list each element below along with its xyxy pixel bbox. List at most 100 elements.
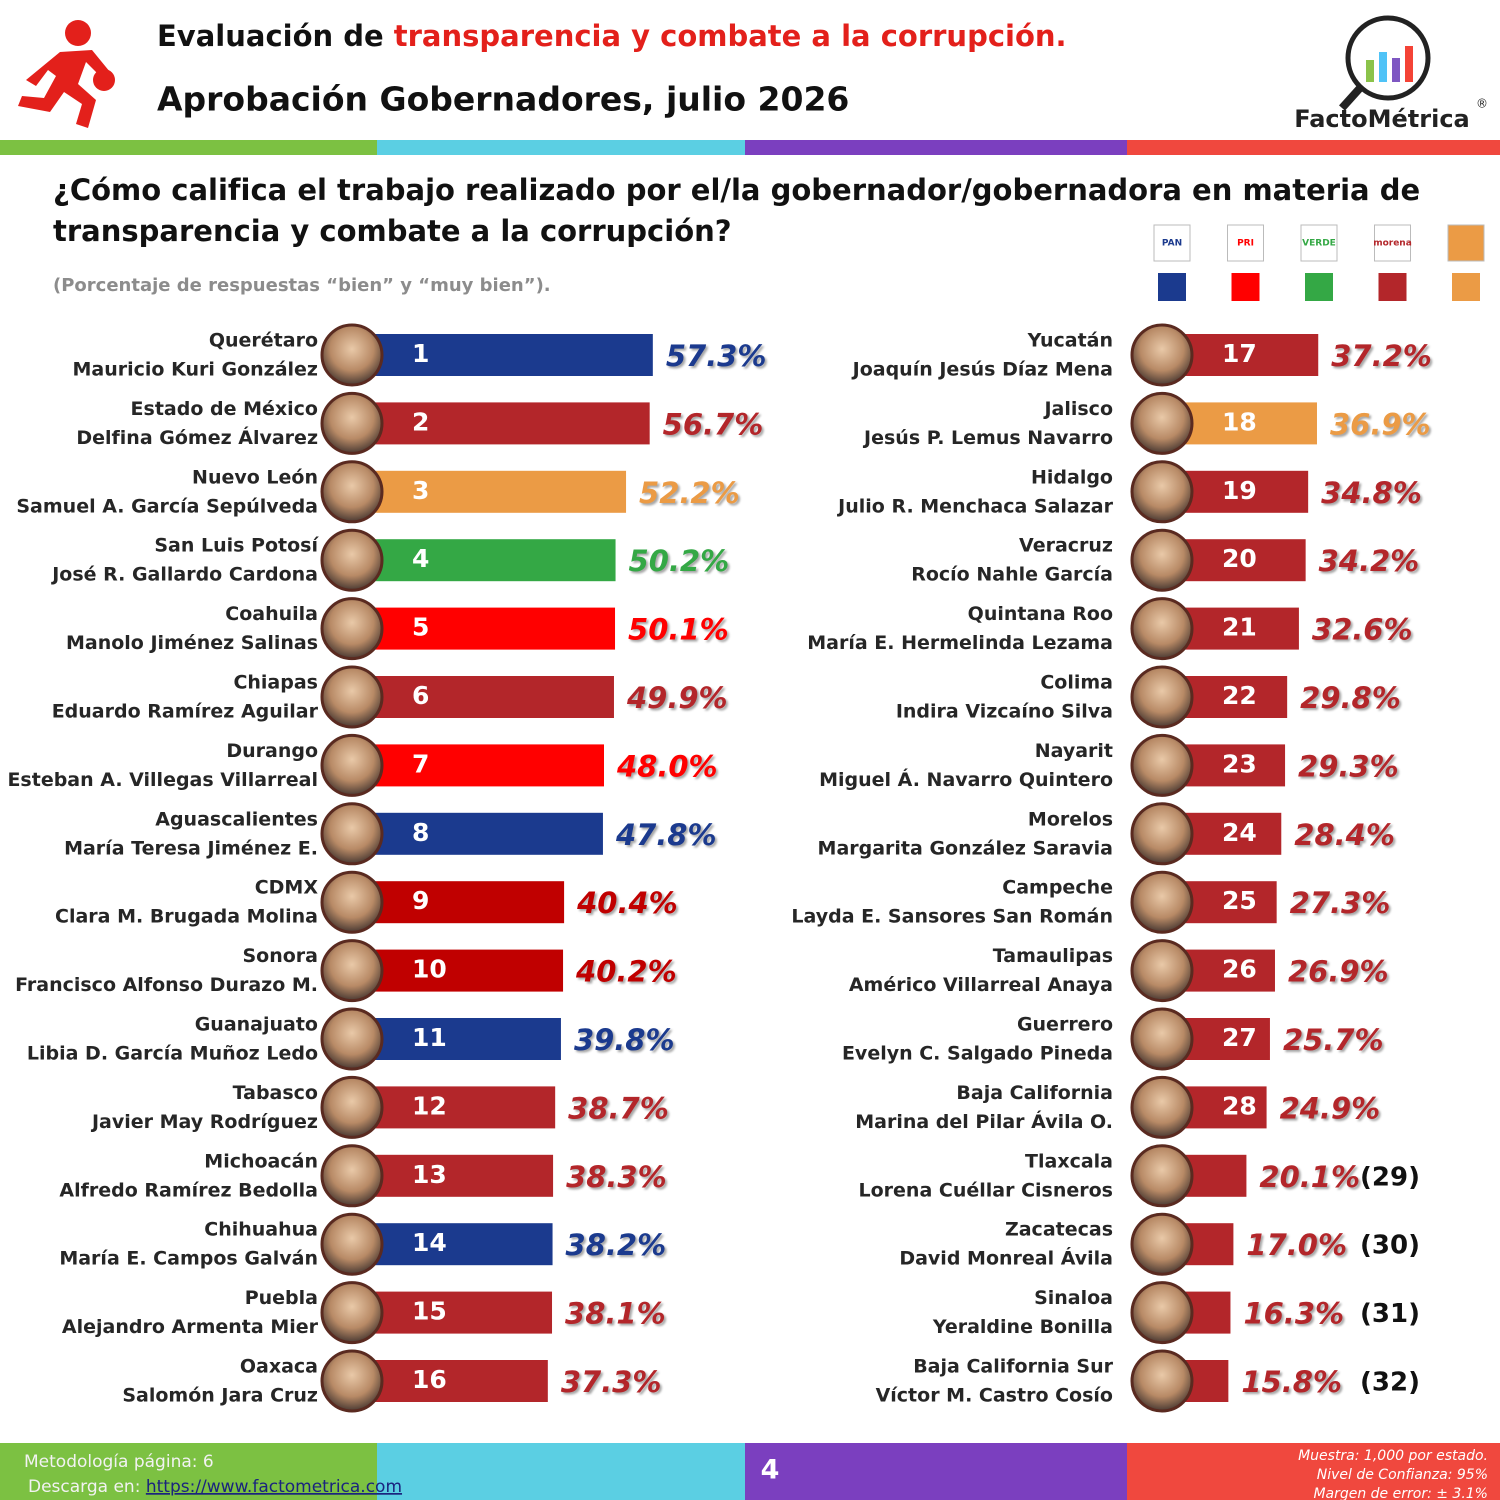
photo (320, 1075, 384, 1139)
rank-label: 1 (412, 339, 429, 368)
photo (1130, 1349, 1194, 1413)
bar (352, 1154, 554, 1197)
photo (320, 460, 384, 524)
governor-label: María Teresa Jiménez E. (64, 837, 318, 859)
rank-label: 25 (1222, 886, 1257, 915)
photo (320, 1007, 384, 1071)
governor-label: María E. Campos Galván (59, 1248, 318, 1270)
state-label: CDMX (255, 877, 319, 899)
governor-label: Evelyn C. Salgado Pineda (842, 1043, 1113, 1065)
rank-label: 10 (412, 955, 447, 984)
value-label: 50.2% (629, 544, 730, 578)
methodology: Metodología página: 6 (24, 1452, 214, 1472)
rank-label: 8 (412, 818, 429, 847)
legend-swatch (1378, 273, 1407, 301)
governor-label: Julio R. Menchaca Salazar (836, 495, 1113, 517)
rank-label: (31) (1360, 1299, 1420, 1329)
governor-label: Francisco Alfonso Durazo M. (15, 974, 318, 996)
state-label: Tamaulipas (993, 945, 1113, 967)
state-label: Puebla (245, 1287, 318, 1309)
rank-label: 27 (1222, 1023, 1257, 1052)
question-line: ¿Cómo califica el trabajo realizado por … (53, 173, 1420, 207)
photo (320, 1144, 384, 1208)
governor-label: Mauricio Kuri González (72, 359, 318, 381)
value-label: 57.3% (666, 339, 767, 373)
value-label: 32.6% (1312, 613, 1413, 647)
photo (1130, 1144, 1194, 1208)
strip (745, 140, 1127, 155)
download-link[interactable]: https://www.factometrica.com (146, 1477, 402, 1497)
state-label: Michoacán (204, 1150, 318, 1172)
title-highlight: transparencia y combate a la corrupción. (394, 19, 1067, 53)
rank-label: 7 (412, 749, 429, 778)
photo (320, 802, 384, 866)
photo (320, 1349, 384, 1413)
legend-logo (1447, 224, 1485, 262)
strip (1127, 140, 1500, 155)
governor-label: Rocío Nahle García (911, 564, 1113, 586)
state-label: Baja California (956, 1082, 1113, 1104)
legend-label: VERDE (1302, 239, 1336, 249)
value-label: 25.7% (1283, 1023, 1384, 1057)
governor-label: Esteban A. Villegas Villarreal (7, 769, 318, 791)
photo (1130, 1075, 1194, 1139)
governor-label: Javier May Rodríguez (90, 1111, 318, 1133)
state-label: Sonora (242, 945, 318, 967)
confidence: Nivel de Confianza: 95% (1317, 1467, 1488, 1483)
rank-label: 26 (1222, 955, 1257, 984)
governor-label: Salomón Jara Cruz (122, 1385, 318, 1407)
value-label: 37.2% (1331, 339, 1432, 373)
state-label: Guerrero (1017, 1014, 1113, 1036)
governor-label: Eduardo Ramírez Aguilar (52, 701, 319, 723)
legend-label: morena (1373, 239, 1412, 249)
state-label: Tlaxcala (1025, 1150, 1113, 1172)
photo (320, 939, 384, 1003)
photo (1130, 1212, 1194, 1276)
value-label: 34.8% (1321, 476, 1422, 510)
bar (352, 402, 650, 445)
brand-name: FactoMétrica (1294, 105, 1470, 133)
legend-logo (1374, 224, 1411, 262)
rank-label: 2 (412, 407, 429, 436)
state-label: Yucatán (1027, 330, 1113, 352)
rank-label: 21 (1222, 613, 1257, 642)
state-label: Quintana Roo (968, 603, 1113, 625)
state-label: Sinaloa (1034, 1287, 1113, 1309)
governor-label: Layda E. Sansores San Román (791, 906, 1113, 928)
state-label: Estado de México (131, 398, 318, 420)
governor-label: Yeraldine Bonilla (932, 1316, 1113, 1338)
rank-label: (30) (1360, 1231, 1420, 1261)
bar (352, 334, 653, 376)
state-label: Hidalgo (1031, 466, 1113, 488)
governor-label: Margarita González Saravia (818, 837, 1113, 859)
photo (320, 597, 384, 661)
photo (1130, 733, 1194, 797)
state-label: Nayarit (1035, 740, 1113, 762)
photo (1130, 597, 1194, 661)
download-label: Descarga en: (28, 1477, 146, 1497)
value-label: 24.9% (1280, 1091, 1381, 1125)
photo (1130, 665, 1194, 729)
title: Evaluación de transparencia y combate a … (157, 19, 1067, 53)
state-label: San Luis Potosí (154, 535, 319, 557)
photo (320, 733, 384, 797)
state-label: Zacatecas (1005, 1219, 1113, 1241)
state-label: Querétaro (209, 330, 318, 352)
strip (0, 140, 377, 155)
rank-label: 14 (412, 1228, 447, 1257)
state-label: Guanajuato (195, 1014, 318, 1036)
governor-label: Jesús P. Lemus Navarro (862, 427, 1113, 449)
photo (320, 391, 384, 455)
state-label: Durango (226, 740, 318, 762)
value-label: 17.0% (1246, 1228, 1347, 1262)
rank-label: (32) (1360, 1368, 1420, 1398)
rank-label: 22 (1222, 681, 1257, 710)
state-label: Morelos (1028, 808, 1113, 830)
value-label: 34.2% (1319, 544, 1420, 578)
value-label: 56.7% (663, 407, 764, 441)
rank-label: 24 (1222, 818, 1257, 847)
value-label: 40.2% (575, 955, 677, 989)
value-label: 26.9% (1288, 955, 1389, 989)
